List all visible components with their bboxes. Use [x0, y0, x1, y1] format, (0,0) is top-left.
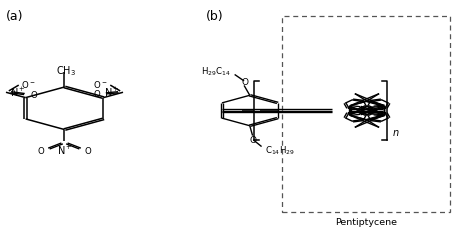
Text: O: O [30, 90, 37, 99]
Text: n: n [392, 127, 399, 137]
Bar [282, 17, 450, 212]
Text: O: O [250, 135, 256, 144]
Text: O: O [241, 78, 248, 87]
Text: O$^-$: O$^-$ [93, 79, 108, 89]
Text: O: O [37, 146, 44, 155]
Text: Pentiptycene: Pentiptycene [335, 217, 397, 226]
Text: N$^+$: N$^+$ [57, 143, 72, 156]
Text: O: O [93, 89, 100, 99]
Text: C$_{14}$H$_{29}$: C$_{14}$H$_{29}$ [265, 144, 295, 156]
Text: (a): (a) [5, 10, 23, 22]
Text: N$^+$: N$^+$ [104, 85, 119, 99]
Text: CH$_3$: CH$_3$ [56, 64, 76, 78]
Text: (b): (b) [206, 10, 224, 22]
Text: N$^+$: N$^+$ [10, 85, 25, 99]
Text: O$^-$: O$^-$ [21, 79, 36, 90]
Text: O: O [85, 146, 91, 155]
Text: H$_{29}$C$_{14}$: H$_{29}$C$_{14}$ [201, 66, 231, 78]
